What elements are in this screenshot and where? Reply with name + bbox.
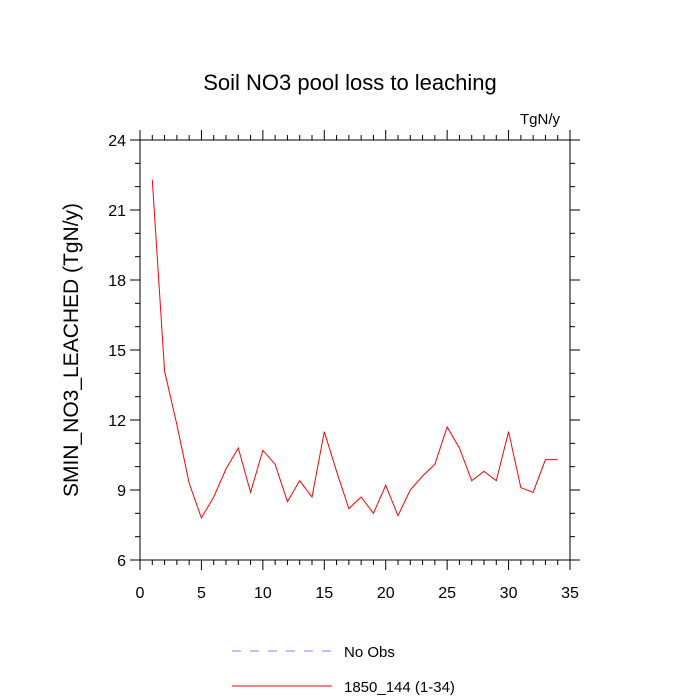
x-tick-label: 20 xyxy=(377,585,395,602)
x-tick-label: 35 xyxy=(561,585,579,602)
y-axis-label: SMIN_NO3_LEACHED (TgN/y) xyxy=(60,203,83,497)
x-tick-label: 30 xyxy=(500,585,518,602)
y-tick-label: 15 xyxy=(108,343,126,360)
x-tick-label: 0 xyxy=(136,585,145,602)
legend-label: No Obs xyxy=(344,644,395,661)
y-axis-ticks: 6 9 12 15 18 21 24 xyxy=(108,133,580,570)
units-label: TgN/y xyxy=(520,111,561,128)
y-tick-label: 24 xyxy=(108,133,126,150)
y-tick-label: 9 xyxy=(117,483,126,500)
x-tick-label: 25 xyxy=(438,585,456,602)
y-tick-label: 6 xyxy=(117,553,126,570)
x-tick-label: 15 xyxy=(315,585,333,602)
series-layer xyxy=(151,179,558,520)
plot-frame xyxy=(139,139,571,561)
x-tick-label: 10 xyxy=(254,585,272,602)
chart-title: Soil NO3 pool loss to leaching xyxy=(203,70,497,95)
y-tick-label: 21 xyxy=(108,203,126,220)
x-axis-ticks: 0 5 10 15 20 25 30 35 xyxy=(136,130,579,602)
legend: No Obs 1850_144 (1-34) xyxy=(232,644,455,696)
series-line xyxy=(151,179,558,520)
legend-label: 1850_144 (1-34) xyxy=(344,679,455,696)
y-tick-label: 12 xyxy=(108,413,126,430)
y-tick-label: 18 xyxy=(108,273,126,290)
x-tick-label: 5 xyxy=(197,585,206,602)
